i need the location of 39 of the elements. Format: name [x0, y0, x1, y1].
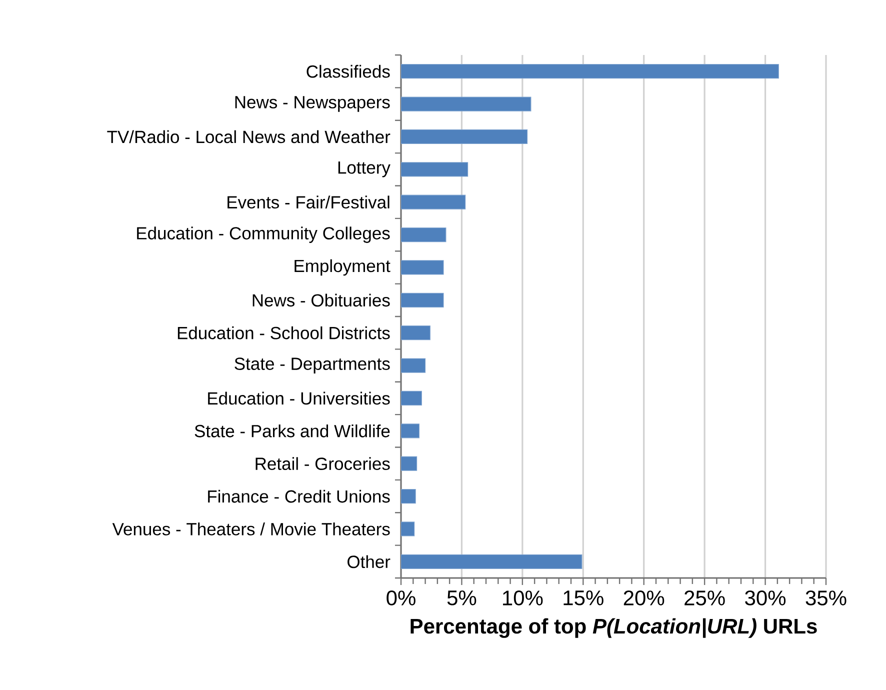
- x-tick-label: 10%: [503, 590, 543, 606]
- bar: [401, 129, 528, 144]
- y-tick-label: Retail - Groceries: [256, 457, 390, 470]
- bar: [401, 227, 446, 242]
- bar: [401, 554, 582, 569]
- bar: [401, 424, 420, 438]
- y-tick-label: Education - Universities: [208, 392, 390, 405]
- y-tick-label: Events - Fair/Festival: [228, 196, 390, 209]
- y-tick-label: Employment: [294, 259, 390, 276]
- y-tick-label: Classifieds: [306, 64, 390, 78]
- x-tick-label: 20%: [624, 590, 664, 606]
- x-tick-label: 30%: [745, 590, 786, 606]
- bar: [401, 456, 418, 471]
- y-tick-label: Lottery: [338, 162, 390, 178]
- bar: [401, 194, 466, 210]
- x-tick-label: 15%: [564, 590, 604, 606]
- y-tick-label: TV/Radio - Local News and Weather: [107, 130, 390, 144]
- bar: [401, 358, 426, 373]
- y-tick-label: News - Newspapers: [235, 96, 390, 112]
- y-tick-label: State - Parks and Wildlife: [194, 424, 390, 438]
- x-axis-title: Percentage of top P(Location|URL) URLs: [410, 618, 817, 638]
- y-tick-label: Finance - Credit Unions: [208, 490, 390, 503]
- bar: [401, 326, 430, 340]
- bar: [401, 64, 779, 79]
- x-tick-label: 25%: [684, 590, 725, 606]
- bar: [401, 390, 422, 406]
- bar: [401, 260, 444, 275]
- y-tick-label: News - Obituaries: [252, 294, 390, 307]
- y-tick-label: Education - School Districts: [178, 326, 390, 340]
- bar: [401, 292, 444, 308]
- y-tick-label: Education - Community Colleges: [137, 226, 390, 243]
- x-tick-label: 35%: [806, 590, 846, 606]
- bar: [401, 162, 468, 177]
- x-tick-label: 5%: [447, 590, 476, 606]
- x-tick-label: 0%: [386, 590, 416, 606]
- y-tick-label: State - Departments: [234, 358, 390, 374]
- y-tick-label: Venues - Theaters / Movie Theaters: [112, 522, 390, 536]
- y-tick-label: Other: [348, 555, 390, 568]
- bar: [401, 96, 532, 112]
